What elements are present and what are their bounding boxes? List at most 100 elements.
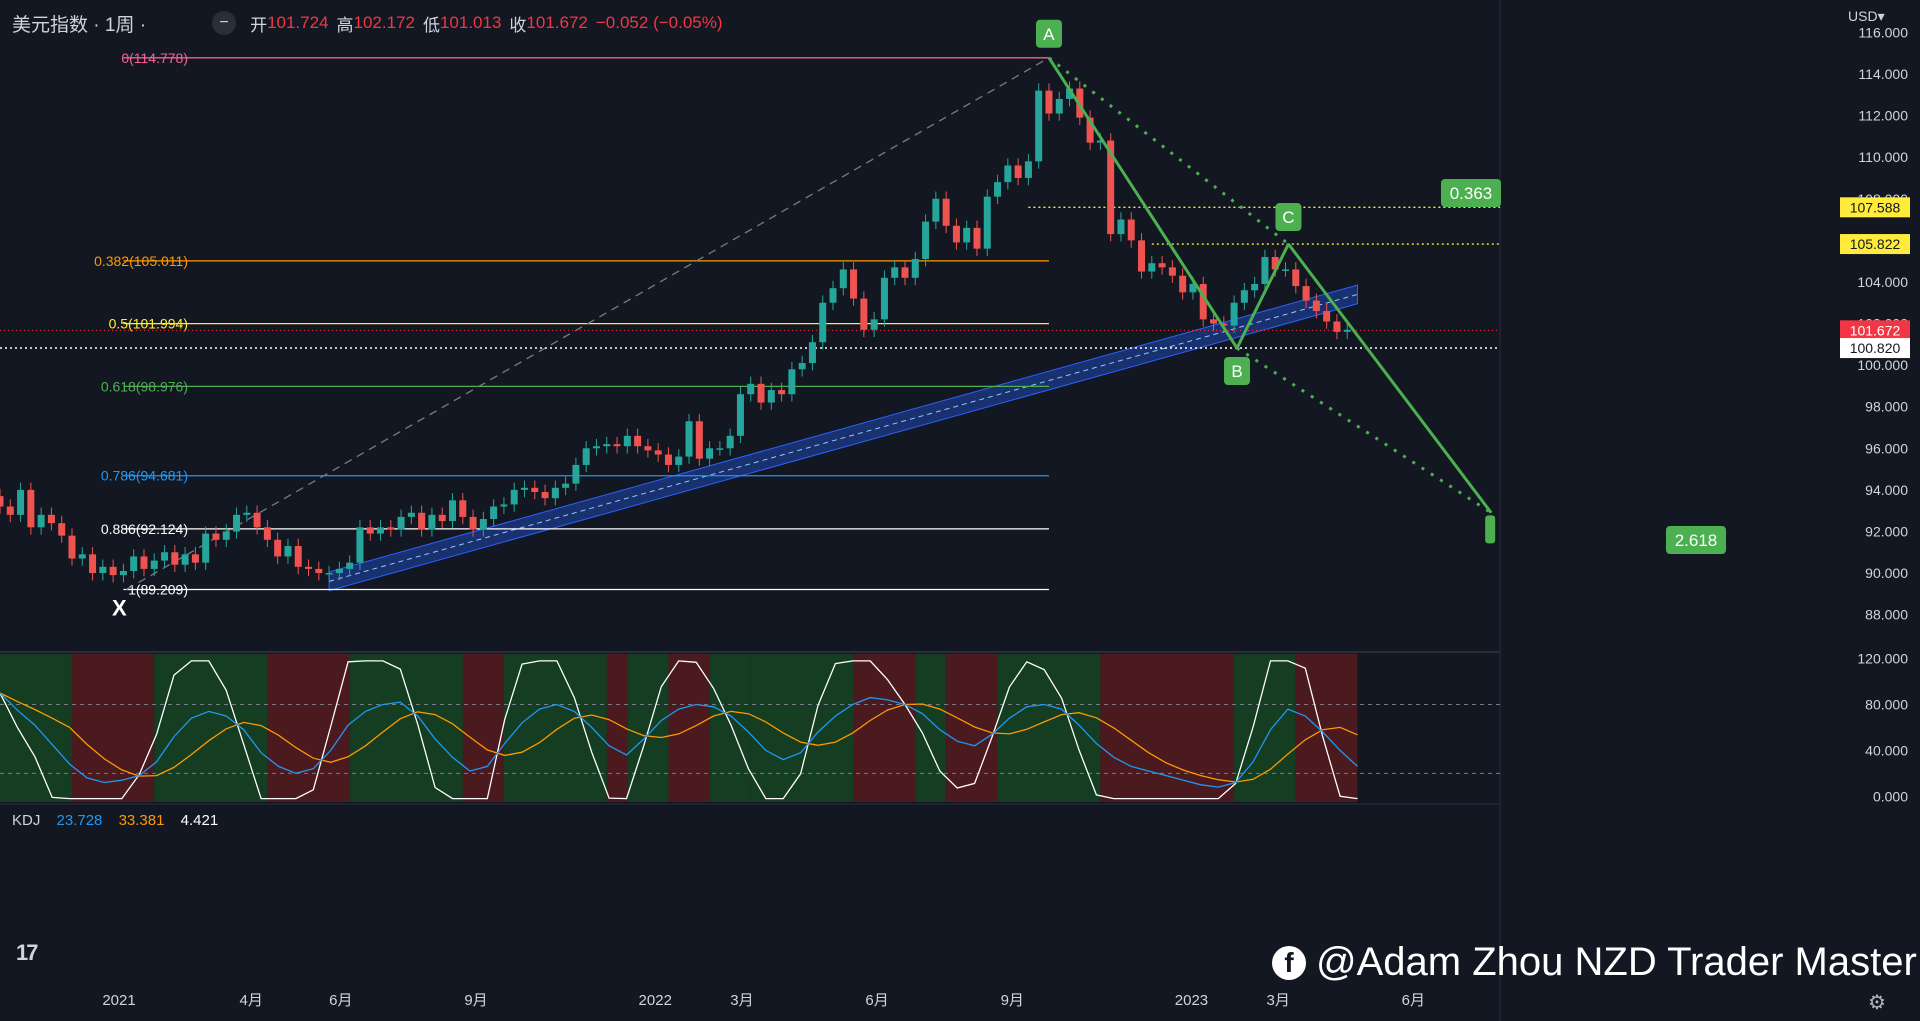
kdj-name[interactable]: KDJ xyxy=(12,812,41,829)
candle xyxy=(922,221,930,260)
candle xyxy=(1035,90,1043,162)
candle xyxy=(428,514,436,530)
candle xyxy=(1323,311,1331,322)
candle xyxy=(572,464,580,484)
candle xyxy=(346,562,354,569)
candle xyxy=(623,435,631,447)
y-tick-label: 110.000 xyxy=(1858,149,1908,165)
x-tick-label: 6月 xyxy=(865,992,888,1009)
kdj-y-tick-label: 0.000 xyxy=(1873,788,1908,804)
candle xyxy=(531,487,539,492)
candle xyxy=(634,435,642,447)
x-tick-label: 6月 xyxy=(329,992,352,1009)
kdj-y-tick-label: 80.000 xyxy=(1865,696,1908,712)
close-label: 收 xyxy=(509,15,527,35)
fib-trend-line xyxy=(126,57,1050,591)
x-tick-label: 9月 xyxy=(464,992,487,1009)
candle xyxy=(233,514,241,532)
kdj-background-band xyxy=(668,654,710,802)
candle xyxy=(1333,321,1341,332)
y-tick-label: 114.000 xyxy=(1858,66,1908,82)
price-tag: 105.822 xyxy=(1850,236,1901,252)
high-label: 高 xyxy=(336,15,354,35)
currency-selector[interactable]: USD▾ xyxy=(1848,8,1885,25)
kdj-background-band xyxy=(0,654,72,802)
fib-level-label: 0.886(92.124) xyxy=(101,521,188,537)
candle xyxy=(89,554,97,574)
candle xyxy=(315,568,323,574)
facebook-icon: f xyxy=(1272,945,1306,980)
candle xyxy=(1045,90,1053,114)
kdj-d-value: 33.381 xyxy=(118,812,165,829)
candle xyxy=(140,556,148,569)
candle xyxy=(222,531,230,540)
candle xyxy=(1230,302,1238,326)
candle xyxy=(850,269,858,299)
kdj-background-band xyxy=(267,654,350,802)
candle xyxy=(1343,329,1351,332)
point-x-label: X xyxy=(112,596,127,621)
price-tag-bg xyxy=(1840,234,1910,255)
candle xyxy=(469,516,477,530)
symbol-title[interactable]: 美元指数 · 1周 · xyxy=(12,14,147,36)
candle xyxy=(58,523,66,536)
kdj-j-line xyxy=(0,660,1358,800)
settings-gear-icon[interactable]: ⚙ xyxy=(1868,992,1886,1014)
watermark-text: @Adam Zhou NZD Trader Master xyxy=(1316,940,1917,984)
ratio-line-bd xyxy=(1236,346,1493,515)
kdj-background-band xyxy=(915,654,947,802)
candle xyxy=(829,288,837,303)
kdj-y-tick-label: 120.000 xyxy=(1857,651,1908,667)
y-tick-label: 100.000 xyxy=(1857,357,1908,373)
candle xyxy=(243,512,251,515)
candle xyxy=(1024,161,1032,178)
candle xyxy=(150,560,158,569)
candle xyxy=(294,546,302,567)
candle xyxy=(27,489,35,528)
open-value: 101.724 xyxy=(267,13,329,32)
candle xyxy=(860,298,868,330)
candle xyxy=(942,198,950,226)
candle xyxy=(407,512,415,517)
candle xyxy=(448,500,456,522)
high-value: 102.172 xyxy=(353,13,415,32)
x-tick-label: 3月 xyxy=(730,992,753,1009)
point-c-label: C xyxy=(1282,208,1294,227)
tradingview-logo-icon[interactable]: 17 xyxy=(16,940,39,965)
point-b-label-bg xyxy=(1224,357,1251,386)
candle xyxy=(1302,286,1310,301)
candle xyxy=(716,448,724,450)
candle xyxy=(202,533,210,563)
candle xyxy=(767,390,775,403)
candle xyxy=(0,496,4,507)
candle xyxy=(1086,117,1094,143)
price-tag: 101.672 xyxy=(1850,322,1901,338)
price-tag-bg xyxy=(1840,338,1910,359)
candle xyxy=(1179,275,1187,293)
pattern-leg-cd xyxy=(1287,243,1493,514)
price-tag: 100.820 xyxy=(1850,340,1901,356)
pattern-leg-ab xyxy=(1047,56,1239,349)
kdj-background-band xyxy=(154,654,268,802)
ratio-bd-label: 2.618 xyxy=(1675,531,1718,550)
candle xyxy=(500,504,508,507)
kdj-d-line xyxy=(0,692,1358,783)
candle xyxy=(490,506,498,519)
candle xyxy=(438,514,446,522)
kdj-k-line xyxy=(0,692,1358,788)
candle xyxy=(520,487,528,490)
candle xyxy=(284,546,292,557)
candle xyxy=(664,454,672,465)
candle xyxy=(479,518,487,530)
candle xyxy=(1168,267,1176,276)
candle xyxy=(1220,323,1228,326)
y-tick-label: 104.000 xyxy=(1857,274,1908,290)
ratio-ac-label-bg xyxy=(1441,179,1501,207)
fib-level-label: 1(89.209) xyxy=(128,582,188,598)
candle xyxy=(808,342,816,364)
collapse-icon[interactable]: − xyxy=(212,11,237,35)
candle xyxy=(335,568,343,574)
candle xyxy=(1127,219,1135,241)
candle xyxy=(870,319,878,330)
